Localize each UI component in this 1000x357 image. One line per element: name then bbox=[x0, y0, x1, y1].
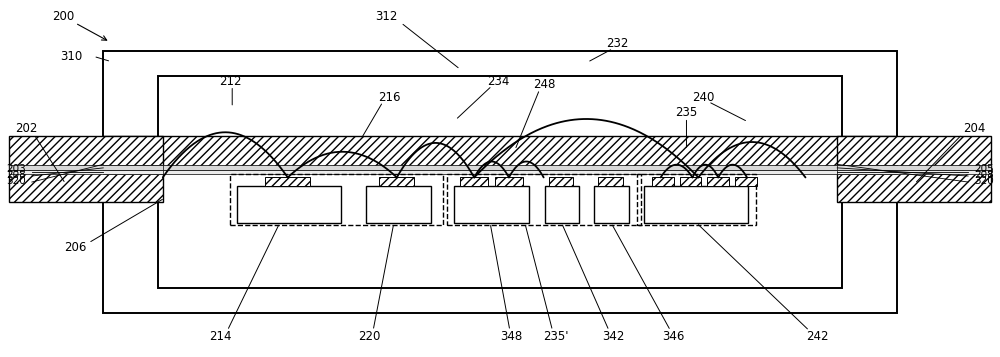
Bar bbox=[265, 177, 310, 186]
Text: 234: 234 bbox=[487, 75, 509, 87]
Text: 248: 248 bbox=[533, 78, 556, 91]
Bar bbox=[454, 186, 529, 223]
Bar bbox=[495, 177, 523, 186]
Text: 342: 342 bbox=[602, 330, 624, 343]
Text: 204: 204 bbox=[963, 122, 985, 135]
Text: 216: 216 bbox=[378, 91, 400, 104]
Bar bbox=[837, 165, 991, 170]
Bar bbox=[230, 174, 443, 225]
Text: 206: 206 bbox=[64, 241, 87, 254]
Text: 320: 320 bbox=[6, 176, 26, 186]
Text: 208: 208 bbox=[974, 170, 994, 180]
Text: 235: 235 bbox=[675, 106, 698, 120]
Bar bbox=[9, 166, 163, 201]
Bar bbox=[9, 136, 163, 166]
Bar bbox=[735, 177, 757, 186]
Bar bbox=[652, 177, 674, 186]
Bar bbox=[707, 177, 729, 186]
Bar bbox=[379, 177, 414, 186]
Text: 346: 346 bbox=[662, 330, 685, 343]
Bar bbox=[237, 186, 341, 223]
Bar bbox=[460, 177, 488, 186]
Text: 205: 205 bbox=[974, 164, 994, 174]
Text: 203: 203 bbox=[6, 164, 26, 174]
Text: 202: 202 bbox=[15, 122, 37, 135]
Bar bbox=[103, 136, 897, 166]
Bar bbox=[637, 174, 756, 225]
Bar bbox=[549, 177, 573, 186]
Text: 240: 240 bbox=[692, 91, 715, 104]
Bar bbox=[103, 170, 897, 174]
Bar bbox=[644, 186, 748, 223]
Bar bbox=[837, 170, 991, 174]
Text: 214: 214 bbox=[209, 330, 232, 343]
Text: 232: 232 bbox=[606, 37, 628, 50]
Bar bbox=[9, 170, 163, 174]
Text: 320: 320 bbox=[974, 176, 994, 186]
Text: 310: 310 bbox=[60, 50, 83, 63]
Bar bbox=[837, 166, 991, 201]
Text: 348: 348 bbox=[500, 330, 522, 343]
Bar bbox=[545, 186, 579, 223]
Text: 208: 208 bbox=[6, 170, 26, 180]
Bar bbox=[598, 177, 623, 186]
Bar bbox=[837, 136, 991, 166]
Bar bbox=[158, 76, 842, 288]
Bar bbox=[447, 174, 641, 225]
Text: 220: 220 bbox=[358, 330, 380, 343]
Text: 212: 212 bbox=[219, 75, 241, 87]
Text: 312: 312 bbox=[375, 10, 397, 23]
Bar bbox=[680, 177, 701, 186]
Text: 235': 235' bbox=[543, 330, 568, 343]
Text: 242: 242 bbox=[806, 330, 829, 343]
Bar bbox=[594, 186, 629, 223]
Text: 200: 200 bbox=[52, 10, 107, 40]
Bar bbox=[103, 165, 897, 170]
Bar bbox=[103, 51, 897, 313]
Bar bbox=[366, 186, 431, 223]
Bar bbox=[9, 165, 163, 170]
